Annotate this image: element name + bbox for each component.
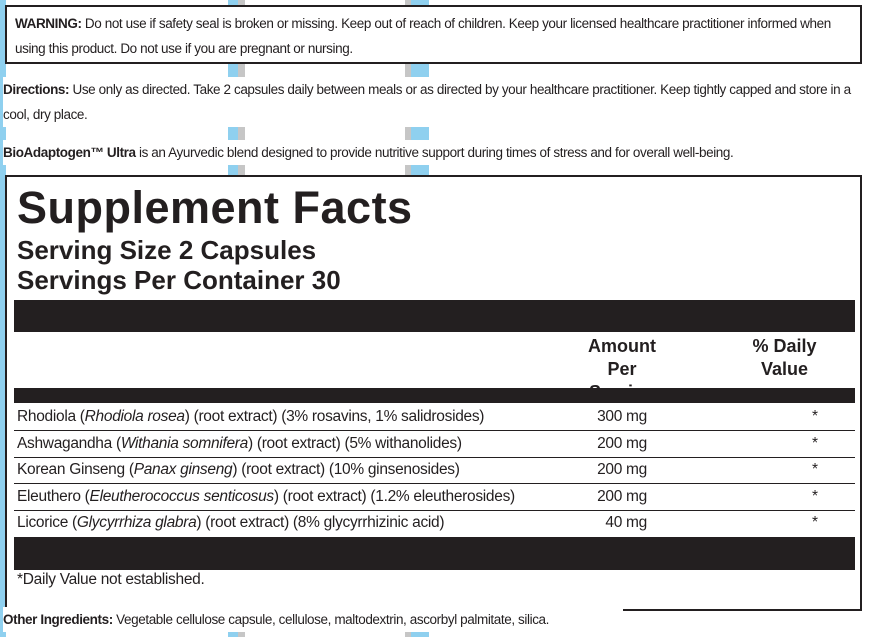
- directions: Directions: Use only as directed. Take 2…: [3, 77, 863, 127]
- latin-name: Panax ginseng: [133, 461, 233, 478]
- warning-box: WARNING: Do not use if safety seal is br…: [5, 5, 862, 64]
- ingredient-row: Eleuthero (Eleutherococcus senticosus) (…: [14, 484, 855, 511]
- ingredient-detail: ) (root extract) (1.2% eleutherosides): [273, 487, 515, 505]
- latin-name: Eleutherococcus senticosus: [89, 487, 275, 505]
- divider-bar: [14, 388, 855, 403]
- warning-label: WARNING:: [15, 16, 82, 31]
- latin-name: Withania somnifera: [120, 434, 248, 452]
- description-text: is an Ayurvedic blend designed to provid…: [135, 145, 734, 160]
- ingredient-daily-value: *: [812, 461, 818, 478]
- ingredient-row: Licorice (Glycyrrhiza glabra) (root extr…: [14, 510, 855, 536]
- ingredient-amount: 200 mg: [597, 487, 647, 505]
- product-description: BioAdaptogen™ Ultra is an Ayurvedic blen…: [3, 140, 763, 165]
- other-ingredients-label: Other Ingredients:: [3, 612, 113, 627]
- divider-bar: [14, 300, 855, 332]
- bg-stripe: [0, 0, 6, 637]
- footnote: *Daily Value not established.: [17, 571, 205, 588]
- product-name: BioAdaptogen™ Ultra: [3, 145, 136, 160]
- ingredient-amount: 40 mg: [605, 514, 647, 531]
- divider-bar: [14, 537, 855, 570]
- ingredient-amount: 300 mg: [597, 408, 647, 425]
- ingredient-daily-value: *: [812, 434, 818, 452]
- latin-name: Glycyrrhiza glabra: [76, 514, 197, 531]
- other-ingredients: Other Ingredients: Vegetable cellulose c…: [3, 607, 623, 632]
- ingredient-daily-value: *: [812, 408, 818, 425]
- ingredient-name: Rhodiola (Rhodiola rosea) (root extract)…: [17, 404, 484, 430]
- warning-text: Do not use if safety seal is broken or m…: [15, 16, 831, 56]
- ingredient-name: Ashwagandha (Withania somnifera) (root e…: [17, 431, 462, 457]
- ingredient-row: Korean Ginseng (Panax ginseng) (root ext…: [14, 457, 855, 484]
- ingredient-daily-value: *: [812, 514, 818, 531]
- ingredient-amount: 200 mg: [597, 434, 647, 452]
- ingredient-row: Ashwagandha (Withania somnifera) (root e…: [14, 431, 855, 458]
- ingredient-daily-value: *: [812, 487, 818, 505]
- common-name: Ashwagandha (: [17, 434, 121, 452]
- ingredient-detail: ) (root extract) (10% ginsenosides): [232, 461, 460, 478]
- common-name: Licorice (: [17, 514, 77, 531]
- ingredient-name: Licorice (Glycyrrhiza glabra) (root extr…: [17, 510, 445, 536]
- ingredient-row: Rhodiola (Rhodiola rosea) (root extract)…: [14, 404, 855, 431]
- common-name: Korean Ginseng (: [17, 461, 134, 478]
- directions-text: Use only as directed. Take 2 capsules da…: [3, 82, 851, 122]
- latin-name: Rhodiola rosea: [84, 408, 185, 425]
- ingredient-name: Korean Ginseng (Panax ginseng) (root ext…: [17, 457, 460, 483]
- common-name: Eleuthero (: [17, 487, 90, 505]
- directions-label: Directions:: [3, 82, 70, 97]
- common-name: Rhodiola (: [17, 408, 85, 425]
- serving-size: Serving Size 2 Capsules: [17, 235, 317, 265]
- ingredient-detail: ) (root extract) (3% rosavins, 1% salidr…: [184, 408, 485, 425]
- supplement-facts-panel: Supplement Facts Serving Size 2 Capsules…: [5, 175, 862, 611]
- ingredient-amount: 200 mg: [597, 461, 647, 478]
- servings-per-container: Servings Per Container 30: [17, 265, 341, 295]
- ingredient-detail: ) (root extract) (8% glycyrrhizinic acid…: [196, 514, 445, 531]
- ingredient-name: Eleuthero (Eleutherococcus senticosus) (…: [17, 484, 515, 510]
- ingredient-detail: ) (root extract) (5% withanolides): [247, 434, 462, 452]
- daily-value-header: % Daily Value: [752, 336, 817, 379]
- facts-title: Supplement Facts: [17, 182, 413, 233]
- other-ingredients-text: Vegetable cellulose capsule, cellulose, …: [112, 612, 550, 627]
